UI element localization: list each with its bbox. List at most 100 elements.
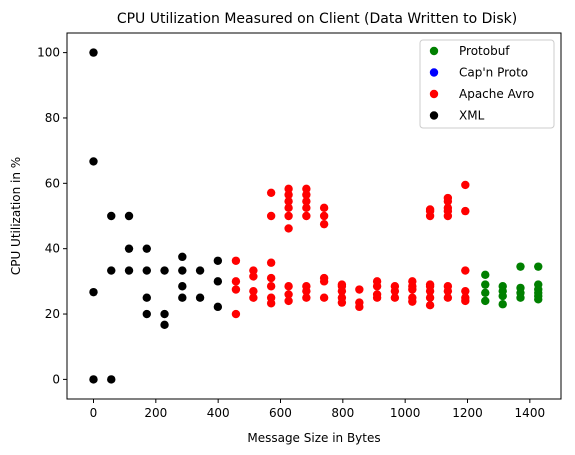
data-point — [213, 302, 223, 312]
data-point — [302, 293, 311, 302]
data-point — [425, 301, 435, 310]
data-point — [408, 293, 417, 302]
legend-marker — [429, 46, 439, 56]
data-point — [498, 282, 507, 291]
data-point — [178, 252, 187, 262]
plot-frame — [66, 32, 562, 400]
data-point — [319, 293, 329, 302]
data-point — [89, 157, 98, 166]
data-point — [231, 285, 241, 294]
y-tick-label: 20 — [45, 307, 60, 321]
data-point — [302, 197, 311, 206]
legend-entry: Cap'n Proto — [459, 66, 528, 80]
data-point — [372, 290, 382, 299]
chart-title: CPU Utilization Measured on Client (Data… — [117, 11, 517, 27]
x-axis-label: Message Size in Bytes — [247, 431, 380, 445]
data-point — [337, 293, 347, 302]
data-point — [213, 277, 223, 286]
legend-marker — [429, 89, 439, 99]
data-point — [213, 256, 223, 265]
data-point — [534, 280, 543, 289]
data-point — [319, 211, 329, 221]
data-point — [107, 266, 116, 275]
plot-area — [89, 48, 543, 384]
x-tick-label: 0 — [90, 406, 98, 420]
data-point — [390, 282, 400, 291]
data-point — [337, 280, 347, 289]
data-point — [195, 293, 205, 302]
data-point — [461, 286, 470, 296]
data-point — [481, 280, 490, 289]
data-point — [142, 266, 151, 275]
legend-entry: Protobuf — [459, 44, 510, 58]
data-point — [160, 266, 169, 275]
data-point — [408, 277, 417, 286]
data-point — [124, 244, 134, 253]
data-point — [89, 48, 98, 57]
data-point — [266, 282, 276, 291]
x-tick-label: 600 — [269, 406, 292, 420]
data-point — [355, 298, 364, 307]
y-tick-label: 60 — [45, 176, 60, 190]
data-point — [266, 273, 276, 283]
data-point — [249, 266, 258, 275]
data-point — [249, 293, 258, 302]
data-point — [284, 282, 293, 291]
data-point — [160, 309, 169, 319]
data-point — [266, 258, 276, 267]
data-point — [284, 211, 293, 221]
x-tick-label: 1000 — [390, 406, 421, 420]
data-point — [107, 375, 116, 384]
data-point — [142, 309, 151, 319]
legend: Protobuf Cap'n Proto Apache Avro XML — [419, 39, 555, 129]
data-point — [516, 283, 525, 293]
legend-box — [419, 39, 555, 129]
data-point — [284, 184, 293, 194]
y-tick-label: 0 — [52, 372, 60, 386]
data-point — [302, 203, 311, 213]
data-point — [284, 190, 293, 199]
data-point — [443, 282, 453, 291]
x-tick-label: 400 — [207, 406, 230, 420]
series-xml — [89, 48, 223, 384]
data-point — [266, 188, 276, 197]
data-point — [178, 266, 187, 275]
series-protobuf — [481, 262, 543, 309]
data-point — [89, 287, 98, 297]
legend-marker — [429, 68, 439, 77]
x-tick-label: 800 — [331, 406, 354, 420]
data-point — [231, 256, 241, 265]
data-point — [107, 211, 116, 221]
data-point — [249, 272, 258, 281]
data-point — [534, 262, 543, 271]
data-point — [461, 180, 470, 190]
x-tick-label: 200 — [144, 406, 167, 420]
y-tick-label: 80 — [45, 111, 60, 125]
data-point — [249, 286, 258, 296]
data-point — [425, 280, 435, 289]
data-point — [461, 206, 470, 216]
data-point — [124, 266, 134, 275]
data-point — [390, 293, 400, 302]
data-point — [302, 184, 311, 194]
legend-marker — [429, 111, 439, 120]
x-tick-label: 1400 — [515, 406, 546, 420]
x-tick-label: 1200 — [452, 406, 483, 420]
data-point — [231, 309, 241, 319]
data-point — [481, 270, 490, 280]
data-point — [160, 320, 169, 330]
data-point — [142, 293, 151, 302]
y-tick-label: 40 — [45, 242, 60, 256]
data-point — [284, 296, 293, 306]
data-point — [498, 300, 507, 309]
data-point — [284, 290, 293, 299]
data-point — [124, 211, 134, 221]
legend-entry: XML — [459, 109, 485, 123]
data-point — [481, 288, 490, 297]
data-point — [178, 293, 187, 302]
data-point — [443, 193, 453, 203]
data-point — [372, 277, 382, 286]
data-point — [461, 293, 470, 302]
data-point — [142, 244, 151, 253]
data-point — [178, 282, 187, 291]
